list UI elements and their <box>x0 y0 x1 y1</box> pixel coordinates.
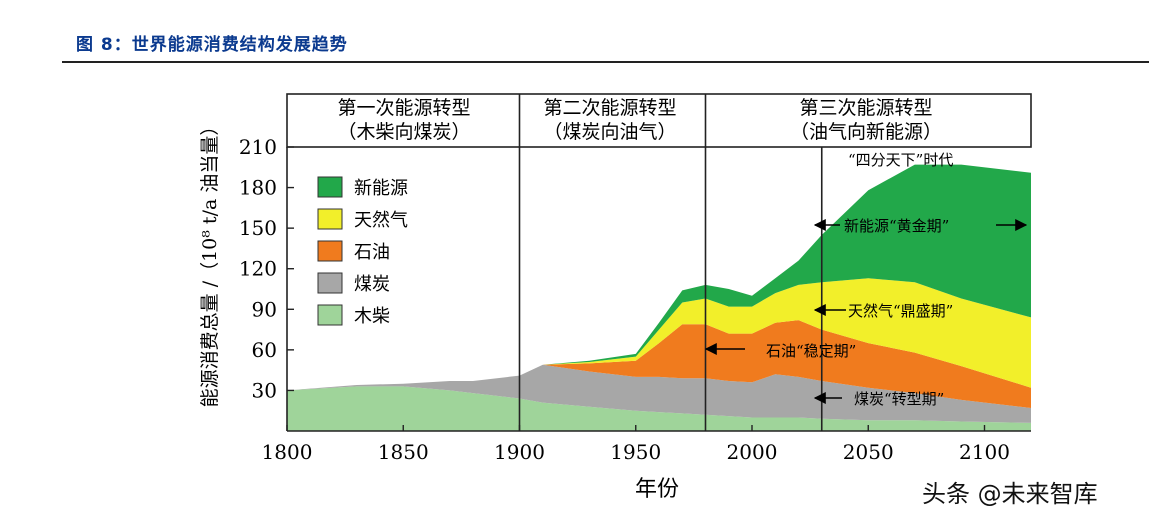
area-oil <box>287 320 1031 408</box>
period-3-sub: （油气向新能源） <box>790 121 942 143</box>
period-dividers <box>518 94 823 431</box>
period-2-title: 第二次能源转型 <box>543 97 676 119</box>
x-tick-label: 1900 <box>494 440 545 464</box>
annotation-era: “四分天下”时代 <box>848 151 953 169</box>
annotation-renewable: 新能源“黄金期” <box>844 217 949 235</box>
x-tick-label: 1950 <box>610 440 661 464</box>
annotation-gas: 天然气“鼎盛期” <box>848 302 953 320</box>
period-1-sub: （木柴向煤炭） <box>337 121 470 143</box>
annotation-coal: 煤炭“转型期” <box>854 390 944 408</box>
x-ticks: 1800 1850 1900 1950 2000 2050 2100 <box>262 425 1010 464</box>
x-tick-label: 2000 <box>727 440 778 464</box>
y-axis-label: 能源消费总量 /（10⁸ t/a 油当量） <box>199 117 221 408</box>
y-tick-label: 210 <box>239 135 277 159</box>
x-tick-label: 1850 <box>378 440 429 464</box>
title-rule <box>62 61 1149 63</box>
period-1-title: 第一次能源转型 <box>337 97 470 119</box>
period-header-box <box>286 93 1032 148</box>
y-tick-label: 30 <box>252 378 277 402</box>
legend-label-wood: 木柴 <box>354 306 390 327</box>
area-gas <box>287 278 1031 391</box>
area-wood <box>287 386 1031 431</box>
y-tick-label: 150 <box>239 216 277 240</box>
y-tick-label: 90 <box>252 297 277 321</box>
legend-swatch-oil <box>317 240 343 262</box>
x-tick-label: 2050 <box>843 440 894 464</box>
annotation-oil: 石油“稳定期” <box>766 342 856 360</box>
legend-swatch-renewable <box>317 176 343 198</box>
x-tick-label: 2100 <box>959 440 1010 464</box>
legend-label-renewable: 新能源 <box>354 178 408 199</box>
area-layers <box>287 164 1031 431</box>
period-2-sub: （煤炭向油气） <box>543 121 676 143</box>
y-ticks: 30 60 90 120 150 180 210 <box>239 135 294 402</box>
figure-title: 图 8：世界能源消费结构发展趋势 <box>76 35 348 55</box>
y-tick-label: 120 <box>239 257 277 281</box>
legend-swatch-gas <box>317 208 343 230</box>
y-tick-label: 180 <box>239 176 277 200</box>
legend-label-coal: 煤炭 <box>354 274 390 295</box>
legend-label-gas: 天然气 <box>354 210 408 231</box>
legend-label-oil: 石油 <box>354 242 390 263</box>
x-tick-label: 1800 <box>262 440 313 464</box>
legend-swatch-wood <box>317 304 343 326</box>
x-axis-label: 年份 <box>635 477 679 502</box>
y-tick-label: 60 <box>252 338 277 362</box>
period-3-title: 第三次能源转型 <box>799 97 932 119</box>
legend: 新能源 天然气 石油 煤炭 木柴 <box>317 176 408 327</box>
area-renewable <box>287 164 1031 391</box>
legend-swatch-coal <box>317 272 343 294</box>
watermark: 头条 @未来智库 <box>922 480 1098 508</box>
area-coal <box>287 364 1031 423</box>
